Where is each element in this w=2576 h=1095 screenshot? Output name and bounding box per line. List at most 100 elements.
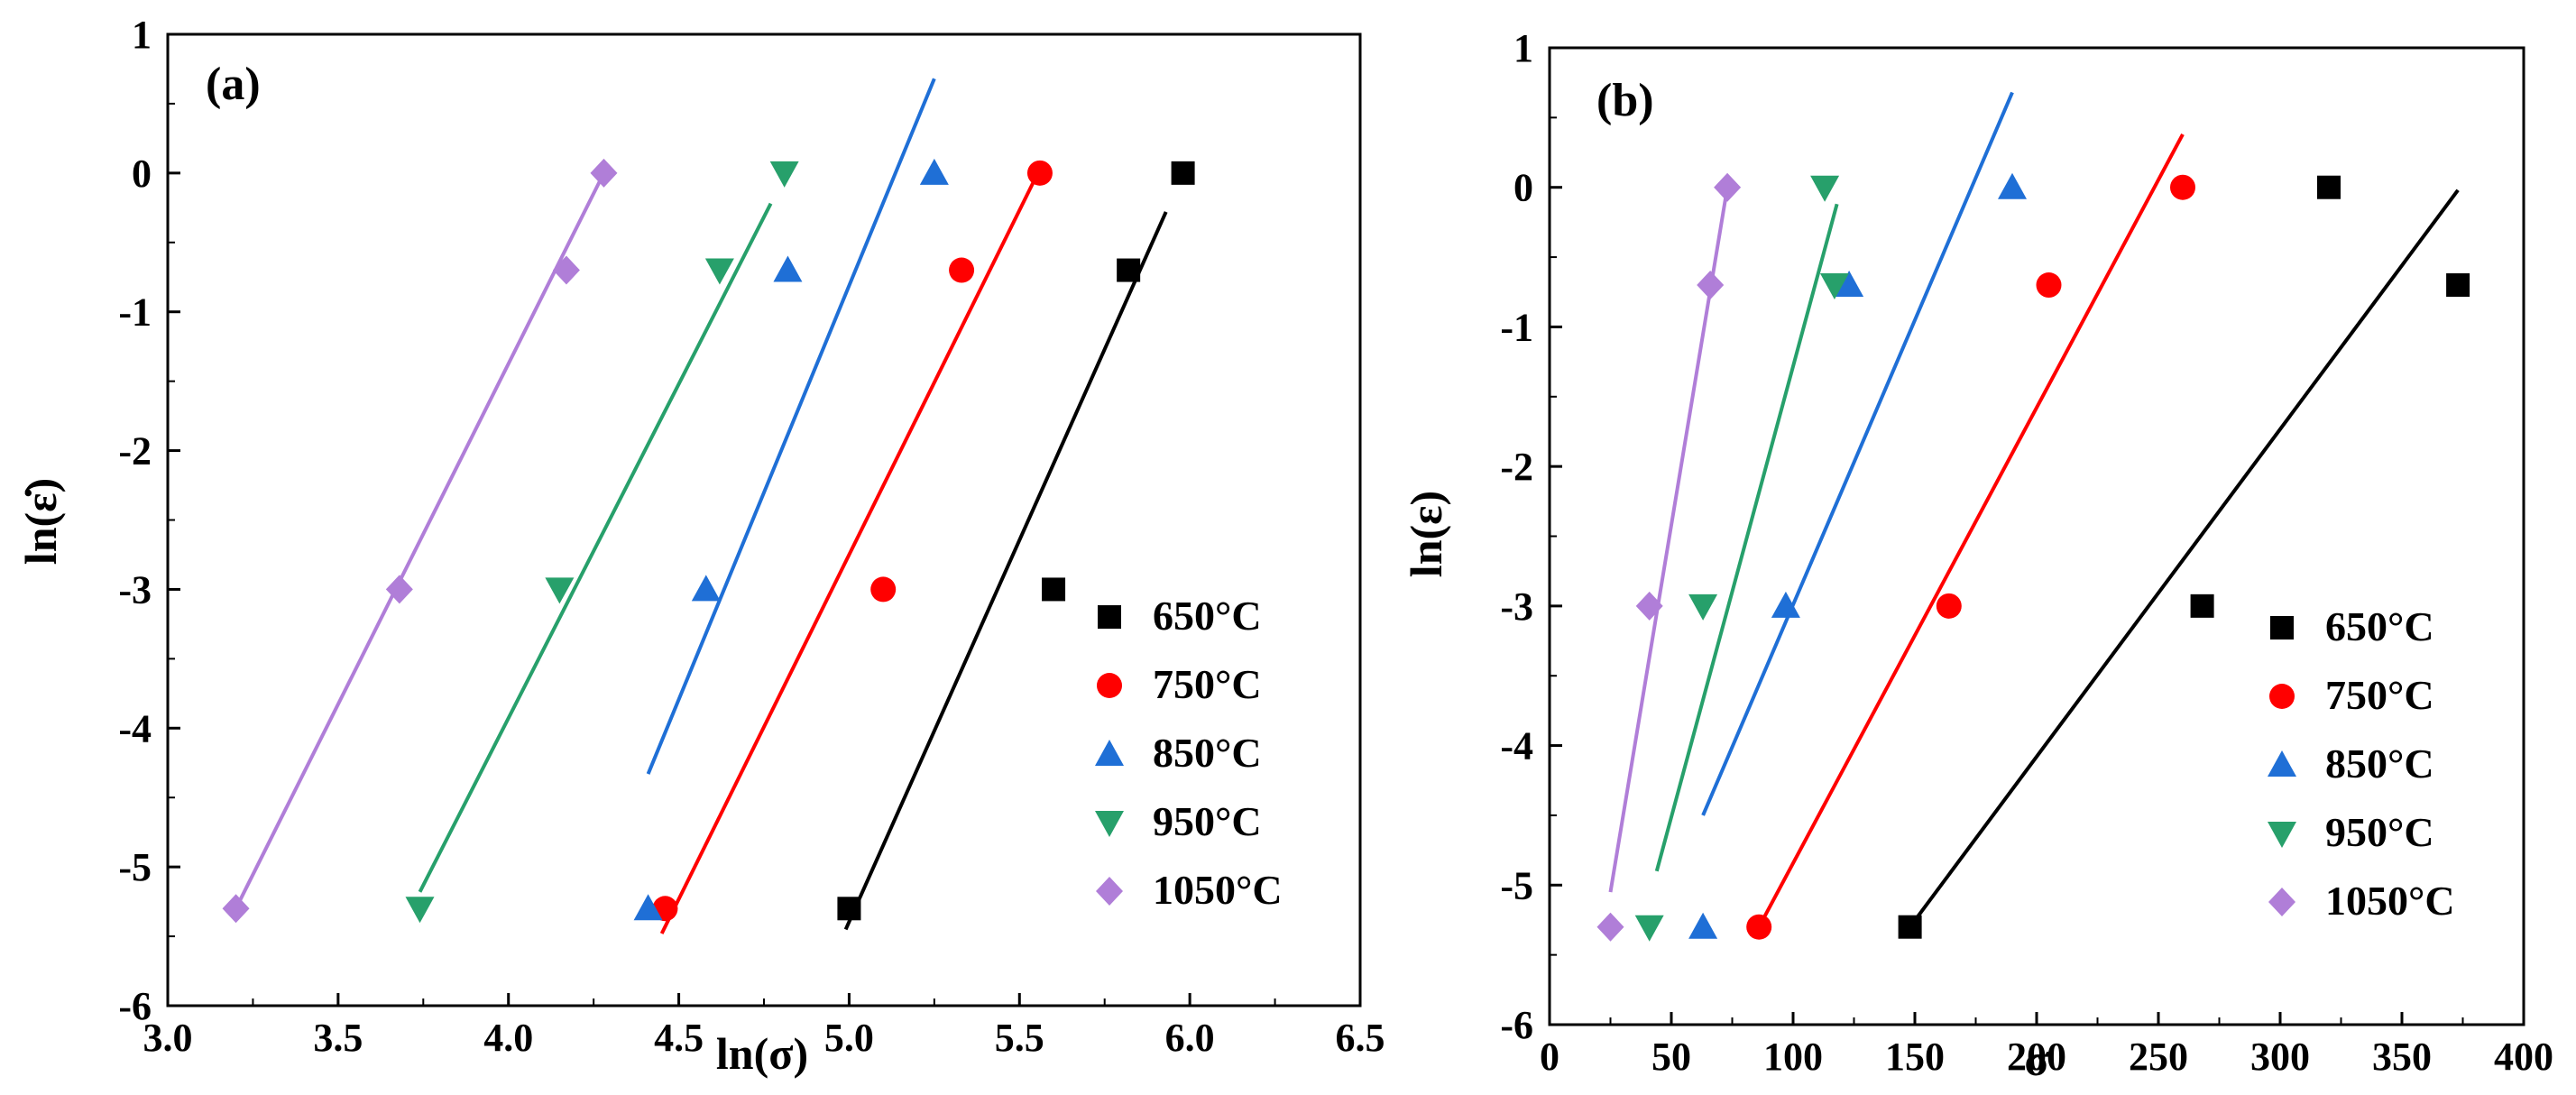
legend-marker bbox=[1096, 877, 1123, 906]
data-point bbox=[1117, 258, 1141, 282]
x-tick-label: 200 bbox=[2007, 1035, 2066, 1079]
legend-label: 650°C bbox=[2325, 603, 2434, 649]
series-2 bbox=[652, 160, 1053, 934]
series-4 bbox=[1634, 175, 1849, 942]
data-point bbox=[545, 577, 575, 604]
x-tick-label: 5.5 bbox=[995, 1016, 1044, 1060]
legend: 650°C 750°C 850°C 950°C 1050°C bbox=[2268, 603, 2455, 924]
data-point bbox=[633, 894, 663, 921]
y-tick-label: -6 bbox=[1500, 1003, 1533, 1047]
data-point bbox=[769, 161, 799, 188]
x-tick-label: 300 bbox=[2250, 1035, 2310, 1079]
fit-line bbox=[843, 211, 1168, 931]
fit-line bbox=[646, 78, 936, 775]
y-tick-label: -4 bbox=[1500, 724, 1533, 768]
data-point bbox=[1688, 912, 1718, 939]
panel-a: 3.0 3.5 4.0 4.5 5.0 5.5 6.0 6.5 -6 -5 -4 -3 -2 -1 0 1 ln… bbox=[15, 13, 1385, 1079]
data-point bbox=[2317, 175, 2341, 199]
legend-marker bbox=[1098, 605, 1121, 629]
series-2 bbox=[1746, 133, 2195, 940]
x-tick-label: 5.0 bbox=[824, 1016, 874, 1060]
y-tick-label: -2 bbox=[1500, 445, 1533, 489]
fit-line bbox=[1757, 133, 2185, 928]
data-point bbox=[385, 575, 413, 604]
x-tick-label: 3.0 bbox=[143, 1016, 193, 1060]
x-tick-label: 350 bbox=[2372, 1035, 2432, 1079]
x-tick-label: 400 bbox=[2494, 1035, 2553, 1079]
data-point bbox=[1635, 591, 1663, 621]
data-point bbox=[552, 255, 580, 285]
series-4 bbox=[405, 161, 799, 924]
data-point bbox=[1936, 593, 1962, 619]
x-tick-label: 6.0 bbox=[1165, 1016, 1215, 1060]
series-5 bbox=[222, 158, 618, 924]
legend-label: 750°C bbox=[1153, 661, 1262, 707]
y-tick-label: -6 bbox=[118, 984, 152, 1028]
y-tick-label: -2 bbox=[118, 429, 152, 474]
series-3 bbox=[633, 78, 949, 921]
series-3 bbox=[1688, 91, 2027, 939]
data-point bbox=[1898, 915, 1922, 939]
legend-marker bbox=[2268, 750, 2296, 777]
data-point bbox=[1746, 914, 1772, 940]
x-tick-label: 3.5 bbox=[313, 1016, 363, 1060]
fit-line bbox=[1701, 91, 2014, 816]
x-tick-label: 0 bbox=[1540, 1035, 1559, 1079]
x-tick-label: 4.5 bbox=[654, 1016, 704, 1060]
legend-label: 750°C bbox=[2325, 672, 2434, 718]
y-tick-label: -1 bbox=[118, 290, 152, 335]
fit-line bbox=[1654, 203, 1839, 872]
y-tick-label: -5 bbox=[1500, 863, 1533, 907]
x-axis-title: ln(σ) bbox=[716, 1028, 808, 1079]
panel-label: (b) bbox=[1596, 75, 1654, 126]
panel-label: (a) bbox=[206, 59, 261, 110]
legend-marker bbox=[2270, 616, 2294, 640]
series-1 bbox=[837, 161, 1195, 931]
x-axis-title: σ bbox=[2024, 1035, 2048, 1085]
data-point bbox=[949, 257, 975, 283]
data-point bbox=[704, 258, 734, 285]
data-point bbox=[2190, 594, 2214, 618]
y-tick-label: -4 bbox=[118, 706, 152, 750]
data-point bbox=[2446, 273, 2470, 298]
series-5 bbox=[1596, 172, 1742, 942]
y-tick-label: 0 bbox=[1513, 166, 1533, 210]
data-point bbox=[2036, 272, 2062, 299]
data-point bbox=[405, 897, 435, 924]
fit-line bbox=[659, 175, 1038, 934]
fit-line bbox=[1908, 189, 2460, 928]
legend: 650°C 750°C 850°C 950°C 1050°C bbox=[1095, 593, 1283, 913]
legend-label: 850°C bbox=[1153, 730, 1262, 776]
fit-line bbox=[234, 171, 606, 910]
y-tick-label: -1 bbox=[1500, 305, 1533, 349]
panel-b: 0 50 100 150 200 250 300 350 400 -6 -5 -4 -3 -2 -1 0 1 σ l… bbox=[1401, 26, 2553, 1085]
series-1 bbox=[1898, 175, 2470, 939]
x-tick-label: 250 bbox=[2129, 1035, 2188, 1079]
x-tick-label: 50 bbox=[1651, 1035, 1691, 1079]
data-point bbox=[1634, 915, 1664, 942]
y-axis-title: ln(ε) bbox=[1401, 491, 1451, 577]
data-point bbox=[1688, 594, 1718, 621]
x-tick-label: 4.0 bbox=[483, 1016, 533, 1060]
x-tick-label: 100 bbox=[1763, 1035, 1823, 1079]
x-tick-label: 6.5 bbox=[1336, 1016, 1385, 1060]
data-point bbox=[1714, 172, 1742, 202]
data-point bbox=[1042, 577, 1066, 602]
data-point bbox=[590, 158, 618, 188]
data-point bbox=[2170, 174, 2195, 200]
data-point bbox=[870, 576, 897, 603]
data-point bbox=[1998, 172, 2027, 199]
legend-label: 950°C bbox=[2325, 809, 2434, 855]
x-tick-label: 150 bbox=[1885, 1035, 1945, 1079]
data-point bbox=[837, 897, 861, 921]
data-point bbox=[1697, 271, 1725, 300]
legend-marker bbox=[1095, 811, 1124, 837]
legend-label: 650°C bbox=[1153, 593, 1262, 639]
legend-marker bbox=[1097, 673, 1122, 698]
legend-marker bbox=[2268, 888, 2295, 916]
data-point bbox=[1026, 160, 1053, 186]
fit-line bbox=[418, 202, 773, 893]
y-tick-label: -3 bbox=[118, 567, 152, 612]
y-tick-label: 1 bbox=[1513, 26, 1533, 70]
